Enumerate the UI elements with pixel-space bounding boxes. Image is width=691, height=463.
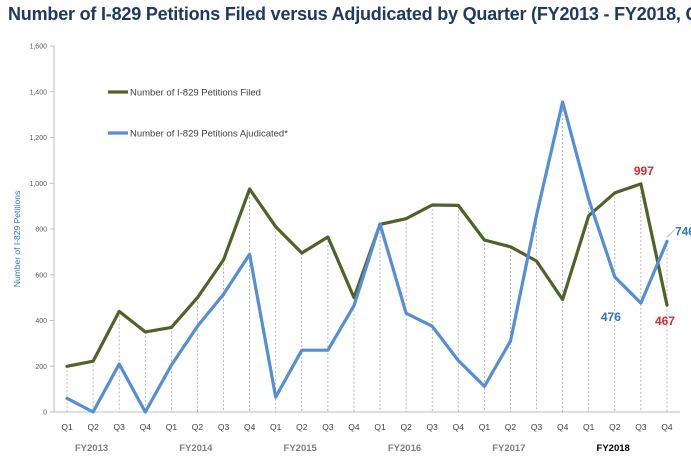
y-tick-label: 800 <box>35 227 47 234</box>
x-tick-label: Q4 <box>244 422 256 432</box>
legend-label: Number of I-829 Petitions Ajudicated* <box>130 129 288 140</box>
x-tick-label: Q1 <box>166 422 178 432</box>
x-tick-label: Q2 <box>505 422 517 432</box>
legend-label: Number of I-829 Petitions Filed <box>130 88 261 99</box>
fiscal-year-label: FY2018 <box>597 443 630 454</box>
x-tick-label: Q1 <box>374 422 386 432</box>
x-tick-label: Q4 <box>453 422 465 432</box>
chart-title: Number of I-829 Petitions Filed versus A… <box>8 4 691 24</box>
y-axis-title: Number of I-829 Petitions <box>12 191 22 287</box>
x-tick-label: Q3 <box>427 422 439 432</box>
x-tick-label: Q1 <box>583 422 595 432</box>
x-tick-label: Q2 <box>296 422 308 432</box>
fiscal-year-label: FY2017 <box>492 443 525 454</box>
data-label: 476 <box>601 310 621 324</box>
x-tick-label: Q3 <box>114 422 126 432</box>
fiscal-year-label: FY2016 <box>388 443 421 454</box>
x-tick-label: Q2 <box>87 422 99 432</box>
x-tick-label: Q4 <box>348 422 360 432</box>
data-label: 746 <box>675 224 691 238</box>
y-tick-label: 1,600 <box>29 44 47 51</box>
x-tick-label: Q1 <box>270 422 282 432</box>
y-tick-label: 600 <box>35 272 47 279</box>
x-tick-label: Q4 <box>140 422 152 432</box>
fiscal-year-label: FY2013 <box>75 443 108 454</box>
y-tick-label: 400 <box>35 318 47 325</box>
fiscal-year-label: FY2014 <box>179 443 213 454</box>
x-tick-label: Q4 <box>557 422 569 432</box>
x-tick-label: Q3 <box>635 422 647 432</box>
adjudicated-series-line <box>65 100 669 414</box>
y-tick-label: 1,200 <box>29 135 47 142</box>
y-tick-label: 1,400 <box>29 89 47 96</box>
y-tick-label: 0 <box>43 410 47 417</box>
data-label: 467 <box>655 314 675 328</box>
fiscal-year-label: FY2015 <box>284 443 318 454</box>
x-tick-label: Q1 <box>479 422 491 432</box>
x-tick-label: Q2 <box>192 422 204 432</box>
x-tick-label: Q1 <box>61 422 73 432</box>
y-tick-label: 1,000 <box>29 181 47 188</box>
filed-series-line <box>65 182 669 368</box>
y-tick-label: 200 <box>35 364 47 371</box>
x-tick-label: Q3 <box>218 422 230 432</box>
annotation-leader-line <box>666 229 676 238</box>
x-tick-label: Q3 <box>322 422 334 432</box>
data-label: 997 <box>634 164 654 178</box>
x-tick-label: Q3 <box>531 422 543 432</box>
x-tick-label: Q2 <box>609 422 621 432</box>
x-tick-label: Q2 <box>400 422 412 432</box>
x-tick-label: Q4 <box>661 422 673 432</box>
